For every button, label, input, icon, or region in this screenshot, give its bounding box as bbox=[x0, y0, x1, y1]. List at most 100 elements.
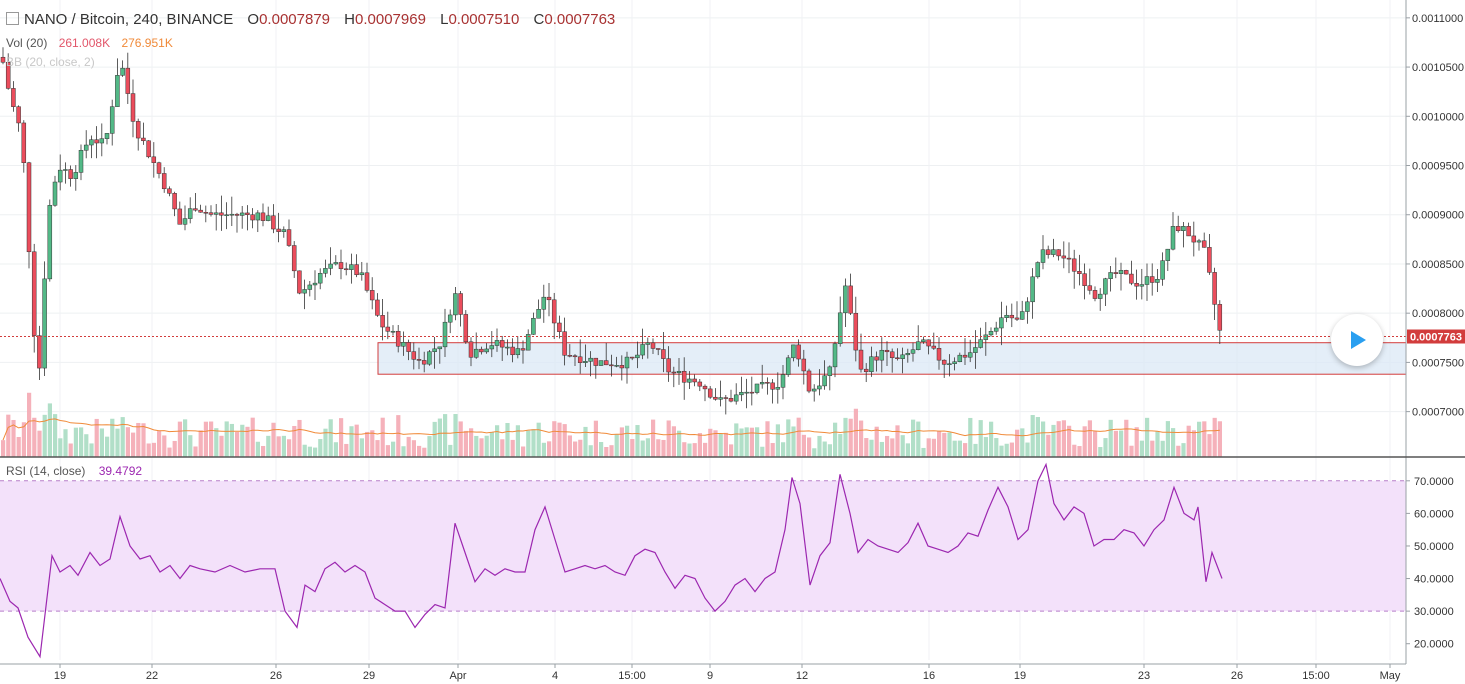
symbol-legend[interactable]: NANO / Bitcoin, 240, BINANCE O0.0007879 … bbox=[6, 11, 615, 28]
volume-bar bbox=[661, 439, 666, 457]
volume-bar bbox=[240, 424, 245, 457]
candle-body bbox=[1040, 249, 1046, 263]
candle-body bbox=[1149, 276, 1155, 283]
volume-bar bbox=[349, 426, 354, 457]
candle-body bbox=[905, 353, 911, 356]
candle-body bbox=[1087, 285, 1093, 291]
volume-bar bbox=[625, 425, 630, 457]
volume-bar bbox=[500, 439, 505, 457]
candle-body bbox=[1165, 248, 1171, 261]
volume-bar bbox=[697, 433, 702, 457]
volume-bar bbox=[536, 422, 541, 457]
candle-body bbox=[437, 346, 443, 350]
candle-body bbox=[125, 67, 131, 94]
candle-body bbox=[837, 312, 843, 344]
bb-label: BB (20, close, 2) bbox=[6, 55, 95, 69]
volume-bar bbox=[703, 442, 708, 457]
candle-body bbox=[692, 378, 697, 383]
candle-body bbox=[447, 314, 453, 323]
time-tick-label: 26 bbox=[270, 670, 282, 682]
volume-bar bbox=[359, 438, 364, 457]
price-tick-label: 0.0008500 bbox=[1412, 259, 1464, 271]
candle-body bbox=[967, 352, 973, 358]
volume-bar bbox=[1124, 419, 1129, 457]
candle-body bbox=[635, 354, 640, 359]
volume-bar bbox=[645, 438, 650, 457]
candle-body bbox=[1155, 279, 1160, 283]
candle-body bbox=[1056, 249, 1061, 257]
volume-bar bbox=[765, 421, 770, 457]
volume-bar bbox=[94, 418, 99, 457]
candle-body bbox=[770, 382, 775, 390]
volume-bar bbox=[947, 432, 952, 457]
square-icon[interactable] bbox=[6, 12, 19, 25]
volume-bar bbox=[552, 421, 557, 457]
volume-bar bbox=[905, 443, 910, 457]
candle-body bbox=[1077, 271, 1082, 274]
volume-bar bbox=[432, 421, 437, 457]
candle-body bbox=[260, 212, 266, 221]
volume-bar bbox=[744, 427, 749, 457]
candle-body bbox=[182, 218, 188, 225]
candle-body bbox=[401, 342, 406, 347]
volume-legend[interactable]: Vol (20) 261.008K 276.951K bbox=[6, 36, 173, 50]
candle-body bbox=[915, 341, 921, 350]
volume-bar bbox=[380, 417, 385, 457]
volume-bar bbox=[801, 434, 806, 457]
volume-bar bbox=[573, 441, 578, 457]
bb-legend[interactable]: BB (20, close, 2) bbox=[6, 55, 95, 69]
candle-body bbox=[775, 387, 781, 390]
volume-bar bbox=[1072, 444, 1077, 457]
price-axis-labels[interactable]: 0.0011000 0.0010500 0.0010000 0.0009500 0.00… bbox=[1406, 13, 1464, 419]
candle-body bbox=[609, 364, 614, 367]
volume-bar bbox=[318, 439, 323, 457]
candle-body bbox=[791, 344, 796, 359]
volume-bar bbox=[749, 427, 754, 457]
volume-bar bbox=[229, 423, 234, 457]
volume-bar bbox=[333, 442, 338, 457]
candle-body bbox=[801, 358, 807, 372]
volume-bar bbox=[1030, 415, 1035, 457]
candle-body bbox=[1207, 247, 1212, 273]
rsi-legend[interactable]: RSI (14, close) 39.4792 bbox=[6, 464, 142, 478]
candle-body bbox=[42, 278, 47, 369]
candle-body bbox=[1082, 273, 1087, 286]
volume-bar bbox=[1134, 427, 1139, 457]
time-tick-label: 4 bbox=[552, 670, 558, 682]
rsi-label: RSI (14, close) bbox=[6, 464, 86, 478]
volume-bar bbox=[484, 435, 489, 457]
volume-bar bbox=[235, 431, 240, 457]
candle-body bbox=[1144, 276, 1150, 285]
candlestick-series bbox=[0, 47, 1223, 415]
candle-body bbox=[749, 391, 755, 394]
volume-bar bbox=[385, 445, 390, 457]
candle-body bbox=[307, 284, 313, 290]
volume-bar bbox=[1041, 421, 1046, 457]
volume-bar bbox=[515, 425, 520, 457]
candle-body bbox=[432, 348, 437, 352]
candle-body bbox=[167, 188, 172, 194]
candle-body bbox=[0, 56, 6, 63]
candle-body bbox=[676, 370, 682, 374]
volume-bar bbox=[370, 430, 375, 457]
candle-body bbox=[73, 172, 79, 179]
candle-body bbox=[817, 385, 822, 390]
volume-bar bbox=[276, 436, 281, 457]
candle-body bbox=[1134, 282, 1139, 287]
volume-bar bbox=[1067, 425, 1072, 457]
candle-body bbox=[193, 208, 198, 211]
candle-body bbox=[884, 349, 890, 353]
volume-bar bbox=[32, 417, 37, 457]
play-button[interactable] bbox=[1331, 314, 1383, 366]
symbol-title: NANO / Bitcoin, 240, BINANCE bbox=[24, 11, 234, 28]
volume-bar bbox=[599, 442, 604, 457]
volume-bar bbox=[281, 435, 286, 457]
candle-body bbox=[765, 382, 770, 384]
rsi-value: 39.4792 bbox=[98, 464, 143, 478]
volume-bar bbox=[1165, 421, 1170, 457]
time-tick-label: 15:00 bbox=[1302, 670, 1330, 682]
time-axis-labels[interactable]: 19 22 26 29 Apr 4 15:00 9 12 16 19 23 26 15:00 May bbox=[54, 664, 1401, 682]
volume-bar bbox=[578, 439, 583, 457]
